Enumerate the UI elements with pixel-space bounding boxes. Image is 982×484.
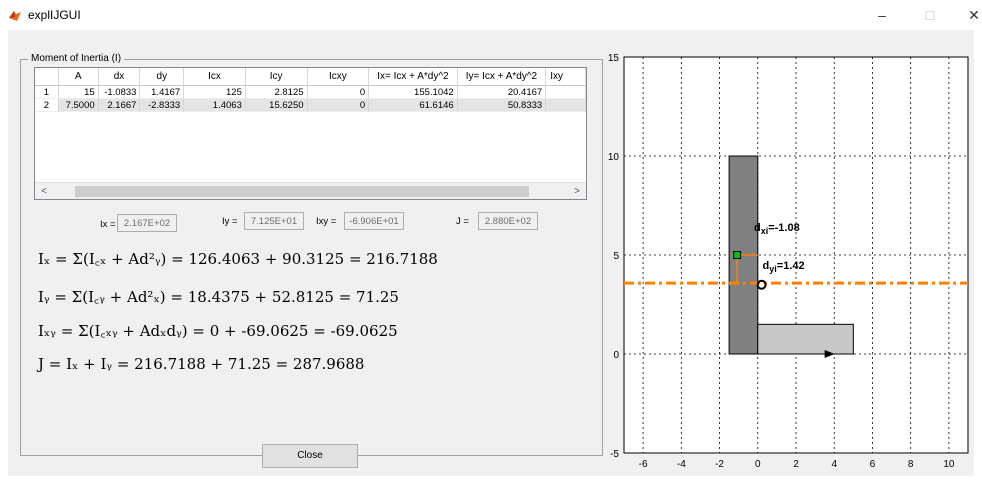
table-cell[interactable]: 15.6250	[245, 99, 308, 112]
minimize-button[interactable]: –	[878, 7, 886, 23]
table-cell[interactable]: 155.1042	[369, 86, 458, 99]
table-cell[interactable]: 2.8125	[245, 86, 308, 99]
table-cell[interactable]: 20.4167	[457, 86, 547, 99]
j-equation: J = Iₓ + Iᵧ = 216.7188 + 71.25 = 287.968…	[38, 355, 365, 373]
table-row[interactable]: 2 7.5000 2.1667 -2.8333 1.4063 15.6250 0…	[35, 99, 586, 112]
table-cell[interactable]: 125	[184, 86, 246, 99]
table-header-row: A dx dy Icx Icy Icxy Ix= Icx + A*dy^2 Iy…	[35, 68, 586, 86]
ixy-field: -6.906E+01	[344, 212, 404, 230]
x-arrow-head-icon	[824, 350, 835, 358]
table-cell[interactable]: 1.4167	[140, 86, 185, 99]
x-tick-label: -4	[677, 459, 686, 470]
x-tick-label: 6	[870, 459, 876, 470]
col-header-a[interactable]: A	[58, 68, 99, 86]
horizontal-scrollbar[interactable]: < >	[35, 182, 586, 199]
horizontal-rect	[757, 323, 854, 355]
x-tick-label: 2	[793, 459, 799, 470]
table-cell[interactable]: 61.6146	[369, 99, 458, 112]
centroid-swirl-icon	[756, 279, 767, 290]
close-window-button[interactable]: ✕	[968, 7, 980, 23]
table-cell[interactable]: 1.4063	[184, 99, 246, 112]
y-tick-label: 0	[613, 350, 619, 361]
col-header-icx[interactable]: Icx	[184, 68, 246, 86]
x-tick-label: 8	[908, 459, 914, 470]
table-cell[interactable]: 2.1667	[98, 99, 141, 112]
table-cell[interactable]: 7.5000	[58, 99, 99, 112]
scroll-right-icon[interactable]: >	[574, 186, 580, 197]
col-header-ixy[interactable]: Ixy	[546, 68, 586, 86]
panel-title: Moment of Inertia (I)	[28, 53, 125, 64]
window-title: explIJGUI	[28, 8, 81, 22]
iy-label: Iy =	[222, 216, 238, 227]
j-field: 2.880E+02	[478, 212, 538, 230]
dyi-label: dyi=1.42	[763, 260, 805, 274]
table-cell[interactable]	[546, 99, 586, 112]
scroll-left-icon[interactable]: <	[41, 186, 47, 197]
table-cell[interactable]: 15	[58, 86, 99, 99]
table-cell[interactable]: 0	[307, 86, 370, 99]
col-header-ix[interactable]: Ix= Icx + A*dy^2	[369, 68, 458, 86]
ixy-equation: Iₓᵧ = Σ(I꜀ₓᵧ + Adₓdᵧ) = 0 + -69.0625 = -…	[38, 322, 398, 340]
table-corner	[35, 68, 59, 86]
table-cell[interactable]	[546, 86, 586, 99]
ix-equation: Iₓ = Σ(I꜀ₓ + Ad²ᵧ) = 126.4063 + 90.3125 …	[38, 250, 438, 268]
y-tick-label: 10	[608, 152, 620, 163]
table-cell[interactable]: 50.8333	[457, 99, 547, 112]
col-header-dy[interactable]: dy	[140, 68, 185, 86]
col-header-icxy[interactable]: Icxy	[307, 68, 370, 86]
j-label: J =	[456, 216, 469, 227]
iy-equation: Iᵧ = Σ(I꜀ᵧ + Ad²ₓ) = 18.4375 + 52.8125 =…	[38, 288, 399, 306]
row-header[interactable]: 2	[35, 99, 59, 112]
ixy-label: Ixy =	[316, 216, 337, 227]
ix-label: Ix =	[100, 219, 116, 230]
table-row[interactable]: 1 15 -1.0833 1.4167 125 2.8125 0 155.104…	[35, 86, 586, 99]
iy-field: 7.125E+01	[244, 212, 304, 230]
x-tick-label: 4	[831, 459, 837, 470]
centroid-marker	[733, 251, 742, 259]
maximize-button[interactable]: □	[925, 7, 935, 23]
inertia-table[interactable]: A dx dy Icx Icy Icxy Ix= Icx + A*dy^2 Iy…	[34, 67, 587, 200]
x-tick-label: 10	[943, 459, 955, 470]
table-cell[interactable]: 0	[307, 99, 370, 112]
col-header-dx[interactable]: dx	[98, 68, 141, 86]
ix-field: 2.167E+02	[117, 214, 177, 232]
matlab-icon	[9, 11, 21, 21]
scroll-thumb[interactable]	[75, 186, 529, 197]
y-tick-label: 5	[613, 251, 619, 262]
y-tick-label: -5	[610, 449, 619, 460]
x-tick-label: -6	[639, 459, 648, 470]
y-tick-label: 15	[608, 53, 620, 64]
col-header-icy[interactable]: Icy	[245, 68, 308, 86]
x-tick-label: -2	[715, 459, 724, 470]
x-tick-label: 0	[755, 459, 761, 470]
row-header[interactable]: 1	[35, 86, 59, 99]
dxi-label: dxi=-1.08	[754, 222, 800, 236]
table-cell[interactable]: -2.8333	[140, 99, 185, 112]
close-button[interactable]: Close	[262, 444, 358, 468]
title-bar: explIJGUI – □ ✕	[0, 0, 982, 30]
col-header-iy[interactable]: Iy= Icx + A*dy^2	[457, 68, 547, 86]
table-cell[interactable]: -1.0833	[98, 86, 141, 99]
